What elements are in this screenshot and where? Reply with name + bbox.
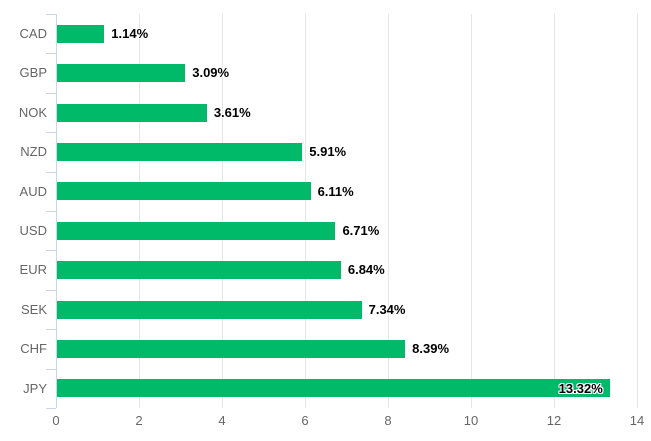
bar[interactable] <box>57 142 303 161</box>
bar[interactable] <box>57 221 336 240</box>
category-label: CAD <box>19 26 47 41</box>
bar[interactable] <box>57 300 362 319</box>
x-axis-tick-label: 12 <box>546 413 562 428</box>
value-label: 3.09% <box>192 65 230 81</box>
bar[interactable] <box>57 261 341 280</box>
x-axis-tick-label: 4 <box>218 413 226 428</box>
x-axis-tick-label: 2 <box>135 413 143 428</box>
value-label: 13.32% <box>558 380 603 396</box>
category-axis-tick <box>46 14 56 15</box>
value-label: 6.71% <box>342 223 380 238</box>
value-label: 1.14% <box>111 26 149 41</box>
gridline <box>637 14 638 408</box>
gridline <box>222 14 223 408</box>
x-axis-tick-label: 14 <box>629 413 645 428</box>
x-axis-tick-label: 0 <box>52 413 60 428</box>
category-label: EUR <box>19 262 47 278</box>
gridline <box>554 14 555 408</box>
category-label: NOK <box>18 104 47 120</box>
category-axis-tick <box>46 250 56 251</box>
category-axis-tick <box>46 369 56 370</box>
category-label: GBP <box>19 65 47 81</box>
x-axis-tick-label: 10 <box>463 413 479 428</box>
category-axis-tick <box>46 408 56 409</box>
category-axis-tick <box>46 132 56 133</box>
category-axis-tick <box>46 290 56 291</box>
category-axis-tick <box>46 93 56 94</box>
category-label: NZD <box>20 144 47 160</box>
gridline <box>471 14 472 408</box>
x-axis-tick-label: 8 <box>384 413 392 428</box>
category-label: USD <box>19 223 47 238</box>
value-label: 8.39% <box>412 341 450 357</box>
category-axis-tick <box>46 53 56 54</box>
category-label: SEK <box>20 301 47 317</box>
value-label: 6.84% <box>347 262 385 278</box>
category-axis-tick <box>46 329 56 330</box>
category-label: CHF <box>20 341 47 357</box>
bar[interactable] <box>57 379 610 398</box>
category-axis-tick <box>46 211 56 212</box>
bar[interactable] <box>57 24 105 43</box>
value-label: 5.91% <box>309 144 347 160</box>
plot-area <box>56 14 638 408</box>
bar[interactable] <box>57 339 406 358</box>
category-axis-tick <box>46 172 56 173</box>
bar[interactable] <box>57 64 186 83</box>
category-label: AUD <box>19 183 47 199</box>
bar[interactable] <box>57 103 207 122</box>
category-label: JPY <box>23 380 47 396</box>
gridline <box>388 14 389 408</box>
bar[interactable] <box>57 182 311 201</box>
value-label: 6.11% <box>317 183 354 199</box>
x-axis-tick-label: 6 <box>301 413 309 428</box>
value-label: 3.61% <box>213 104 251 120</box>
gridline <box>305 14 306 408</box>
value-label: 7.34% <box>368 301 406 317</box>
gridline <box>139 14 140 408</box>
